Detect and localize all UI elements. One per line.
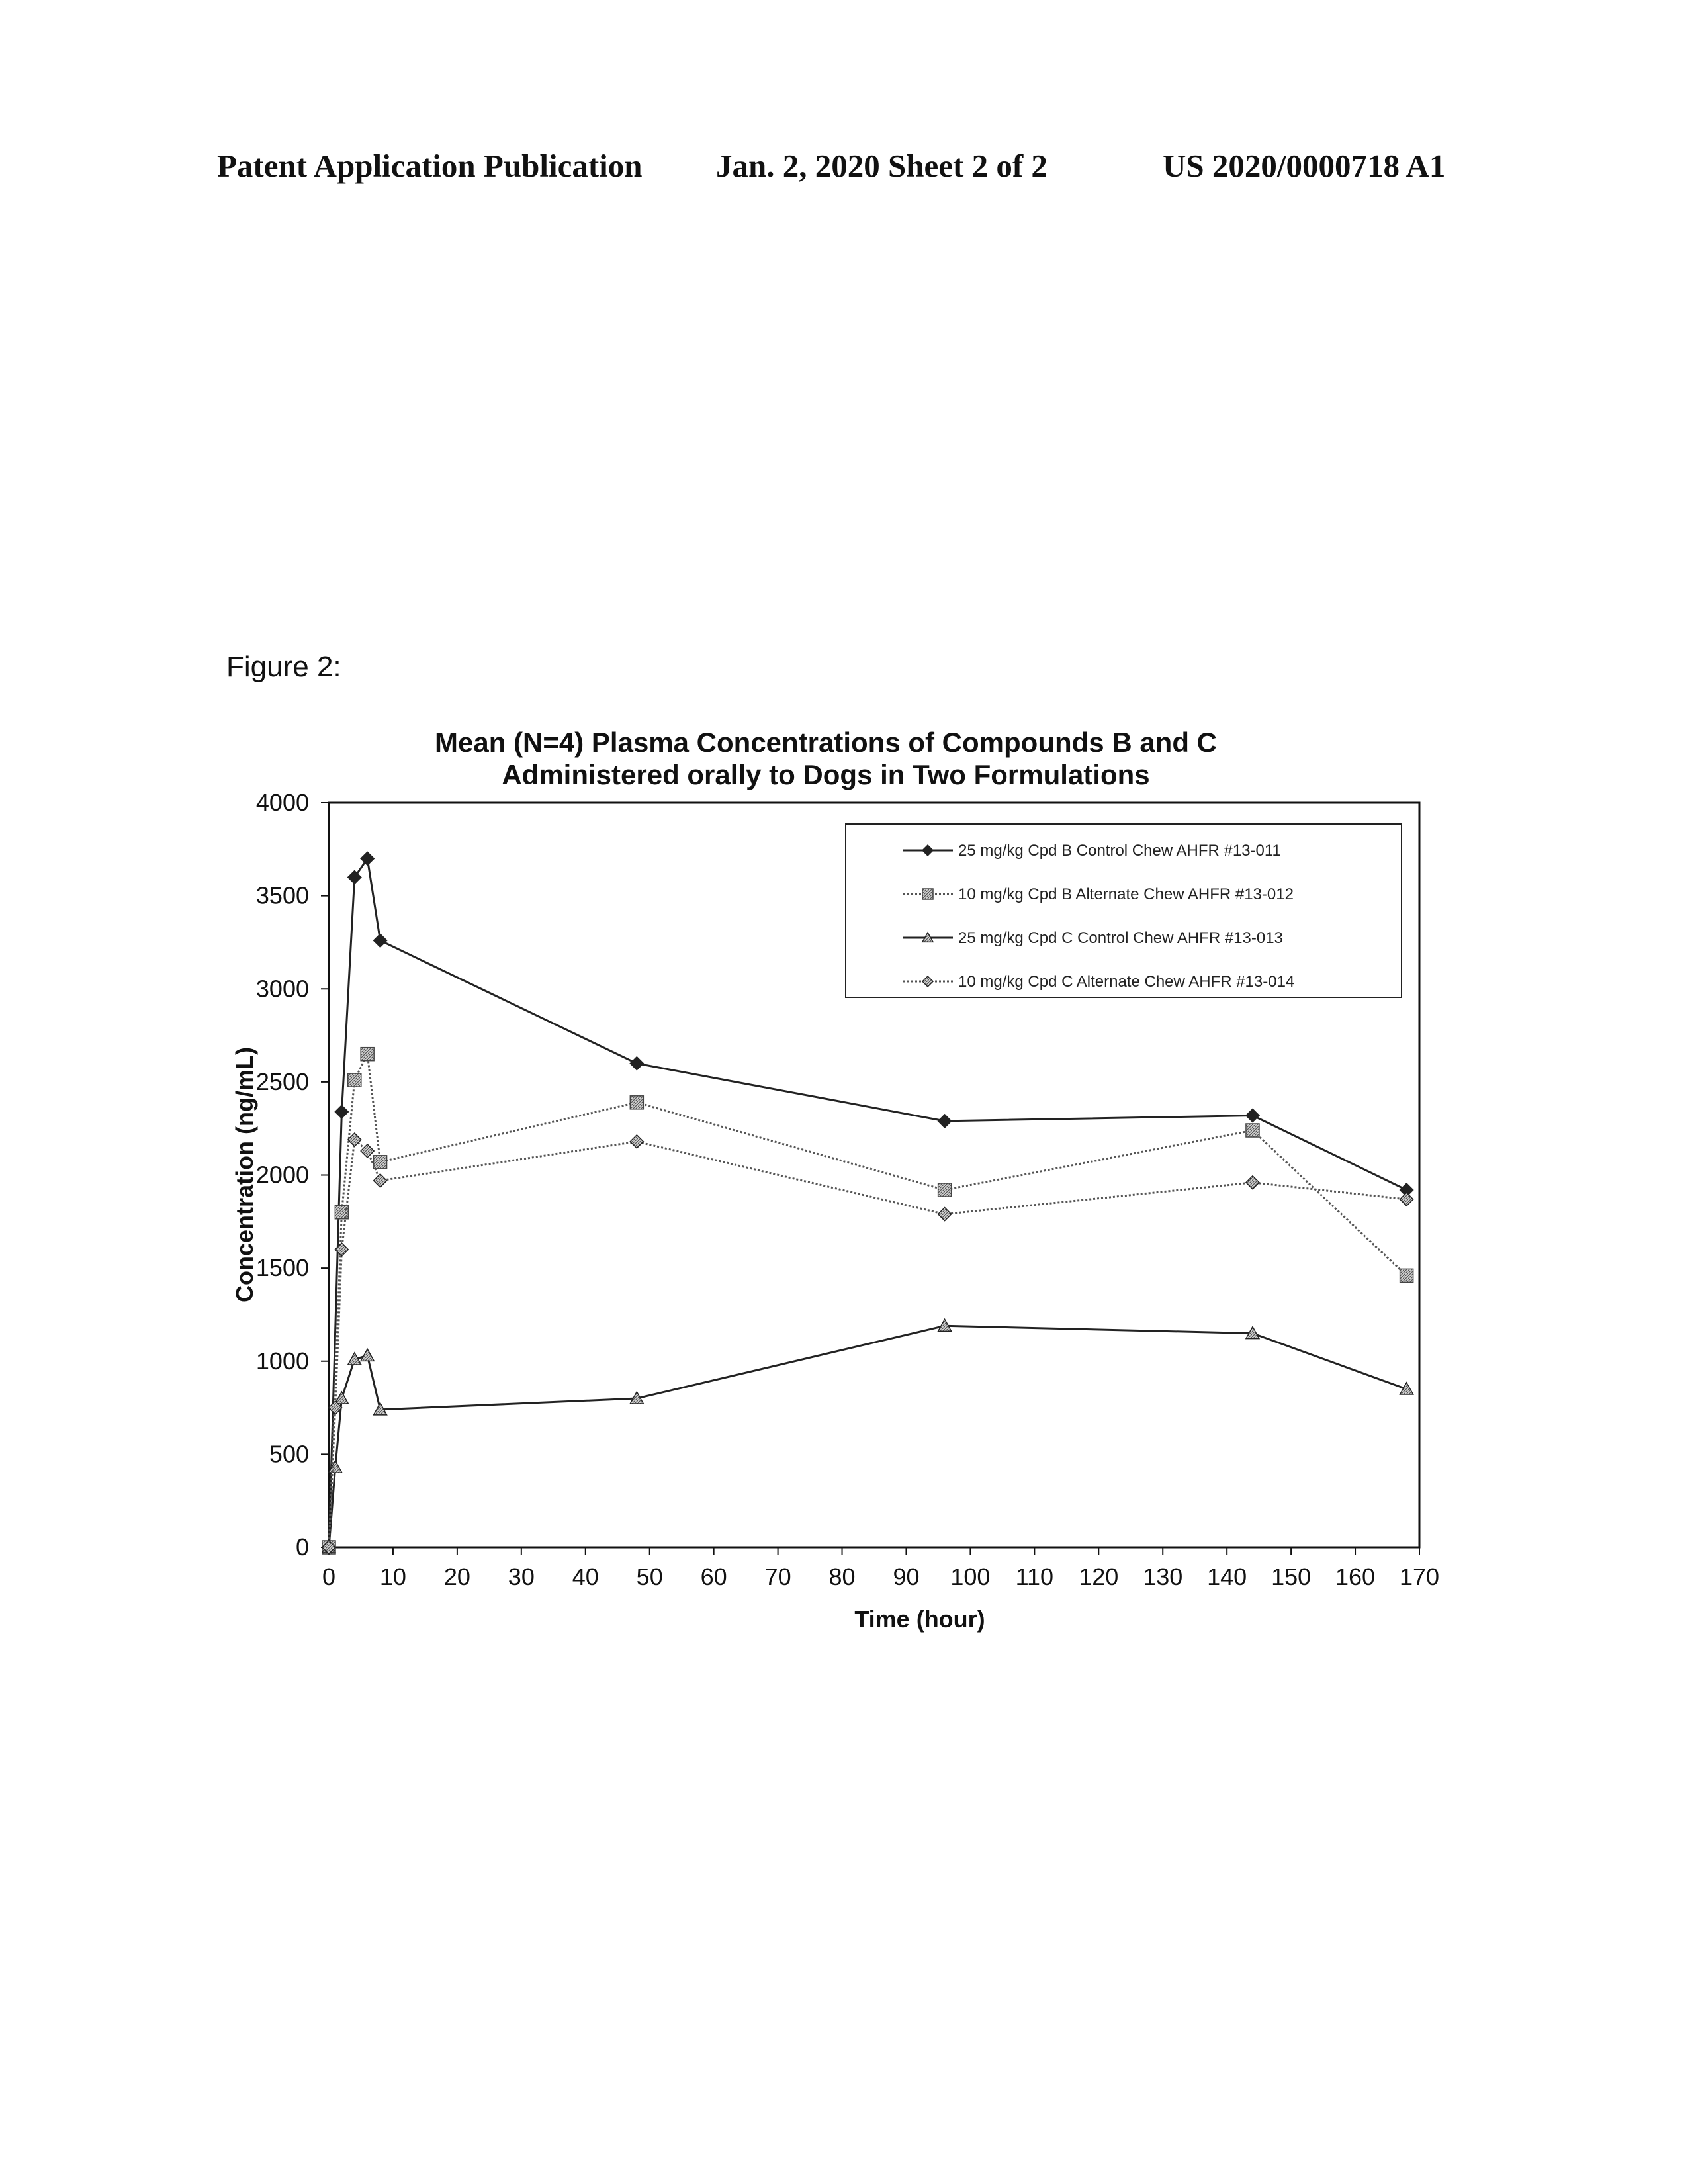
series-2-line (328, 1050, 1407, 1548)
x-tick-label: 80 (829, 1563, 856, 1590)
series-1-point (360, 851, 375, 866)
series-3-point (334, 1390, 349, 1404)
header-date-sheet: Jan. 2, 2020 Sheet 2 of 2 (716, 148, 1048, 184)
series-3-point (629, 1390, 645, 1404)
x-tick-label: 30 (508, 1563, 535, 1590)
y-tick-label: 4000 (256, 789, 309, 816)
series-3-point (1399, 1381, 1414, 1395)
x-tick-label: 90 (893, 1563, 919, 1590)
y-tick-label: 3000 (256, 975, 309, 1002)
series-1-point (629, 1056, 645, 1071)
series-4-point (334, 1242, 349, 1257)
x-tick-label: 130 (1143, 1563, 1182, 1590)
series-4-point (1399, 1192, 1414, 1207)
x-tick-label: 150 (1271, 1563, 1311, 1590)
series-3-point (1245, 1326, 1261, 1340)
axis-ticks: 0 10 20 30 40 50 60 70 80 90 100 110 120 130 140 150 160… (256, 789, 1439, 1590)
x-tick-label: 50 (637, 1563, 663, 1590)
y-tick-label: 1500 (256, 1254, 309, 1281)
series-3-point (359, 1347, 375, 1362)
series-1-point (347, 870, 362, 885)
legend-entry: 25 mg/kg Cpd B Control Chew AHFR #13-011 (958, 842, 1281, 860)
series-1-point (1245, 1108, 1261, 1123)
y-tick-label: 2500 (256, 1068, 309, 1095)
y-axis-title: Concentration (ng/mL) (231, 1047, 258, 1302)
series-3-point (373, 1402, 388, 1416)
chart-subtitle: Administered orally to Dogs in Two Formu… (502, 759, 1149, 790)
series-2-point (937, 1183, 952, 1197)
y-tick-label: 1000 (256, 1347, 309, 1375)
series-2-point (1399, 1268, 1414, 1283)
x-tick-label: 10 (380, 1563, 406, 1590)
series-1-point (334, 1104, 349, 1119)
x-tick-label: 70 (765, 1563, 791, 1590)
series-3-point (937, 1318, 952, 1332)
series-4 (321, 1132, 1414, 1555)
figure-label: Figure 2: (226, 651, 341, 683)
header-patent-number: US 2020/0000718 A1 (1163, 148, 1446, 184)
series-2 (322, 1046, 1414, 1555)
series-4-point (1245, 1175, 1261, 1190)
x-tick-label: 20 (444, 1563, 470, 1590)
legend-swatch-marker (921, 975, 934, 988)
series-4-point (347, 1132, 362, 1148)
x-tick-label: 100 (950, 1563, 990, 1590)
legend-entry: 10 mg/kg Cpd B Alternate Chew AHFR #13-0… (958, 886, 1294, 903)
series-layer (321, 851, 1414, 1555)
series-4-point (321, 1539, 337, 1555)
series-2-point (334, 1205, 349, 1220)
series-2-point (629, 1095, 645, 1110)
legend-swatch-marker (921, 844, 934, 857)
header-publication-title: Patent Application Publication (217, 148, 643, 184)
y-tick-label: 3500 (256, 882, 309, 909)
series-4-point (328, 1400, 343, 1416)
legend: 25 mg/kg Cpd B Control Chew AHFR #13-011… (845, 823, 1402, 998)
series-4-point (360, 1143, 375, 1158)
legend-swatch-marker (922, 888, 934, 900)
x-tick-label: 110 (1016, 1563, 1053, 1590)
x-tick-label: 60 (701, 1563, 727, 1590)
x-tick-label: 40 (572, 1563, 599, 1590)
legend-swatch-marker (921, 931, 934, 943)
x-tick-label: 140 (1207, 1563, 1247, 1590)
x-tick-label: 170 (1400, 1563, 1439, 1590)
chart-title: Mean (N=4) Plasma Concentrations of Comp… (435, 727, 1217, 758)
series-3 (321, 1318, 1414, 1553)
series-4-line (328, 1138, 1407, 1548)
series-1-point (373, 933, 388, 948)
legend-entry: 25 mg/kg Cpd C Control Chew AHFR #13-013 (958, 929, 1283, 947)
series-1 (321, 851, 1414, 1555)
series-4-point (937, 1206, 952, 1222)
series-3-point (347, 1351, 363, 1365)
series-2-point (347, 1073, 362, 1087)
series-2-point (373, 1155, 388, 1169)
y-tick-label: 500 (269, 1440, 309, 1467)
x-tick-label: 120 (1079, 1563, 1118, 1590)
series-3-line (328, 1324, 1407, 1548)
legend-box (845, 823, 1402, 998)
series-2-point (1245, 1123, 1260, 1138)
legend-entry: 10 mg/kg Cpd C Alternate Chew AHFR #13-0… (958, 973, 1294, 991)
series-4-point (373, 1173, 388, 1188)
series-4-point (629, 1134, 645, 1149)
series-1-point (937, 1113, 952, 1128)
x-axis-title: Time (hour) (854, 1606, 985, 1633)
x-tick-label: 160 (1335, 1563, 1375, 1590)
series-2-point (360, 1046, 375, 1062)
y-tick-label: 2000 (256, 1161, 309, 1189)
y-tick-label: 0 (296, 1533, 309, 1561)
x-tick-label: 0 (322, 1563, 335, 1590)
